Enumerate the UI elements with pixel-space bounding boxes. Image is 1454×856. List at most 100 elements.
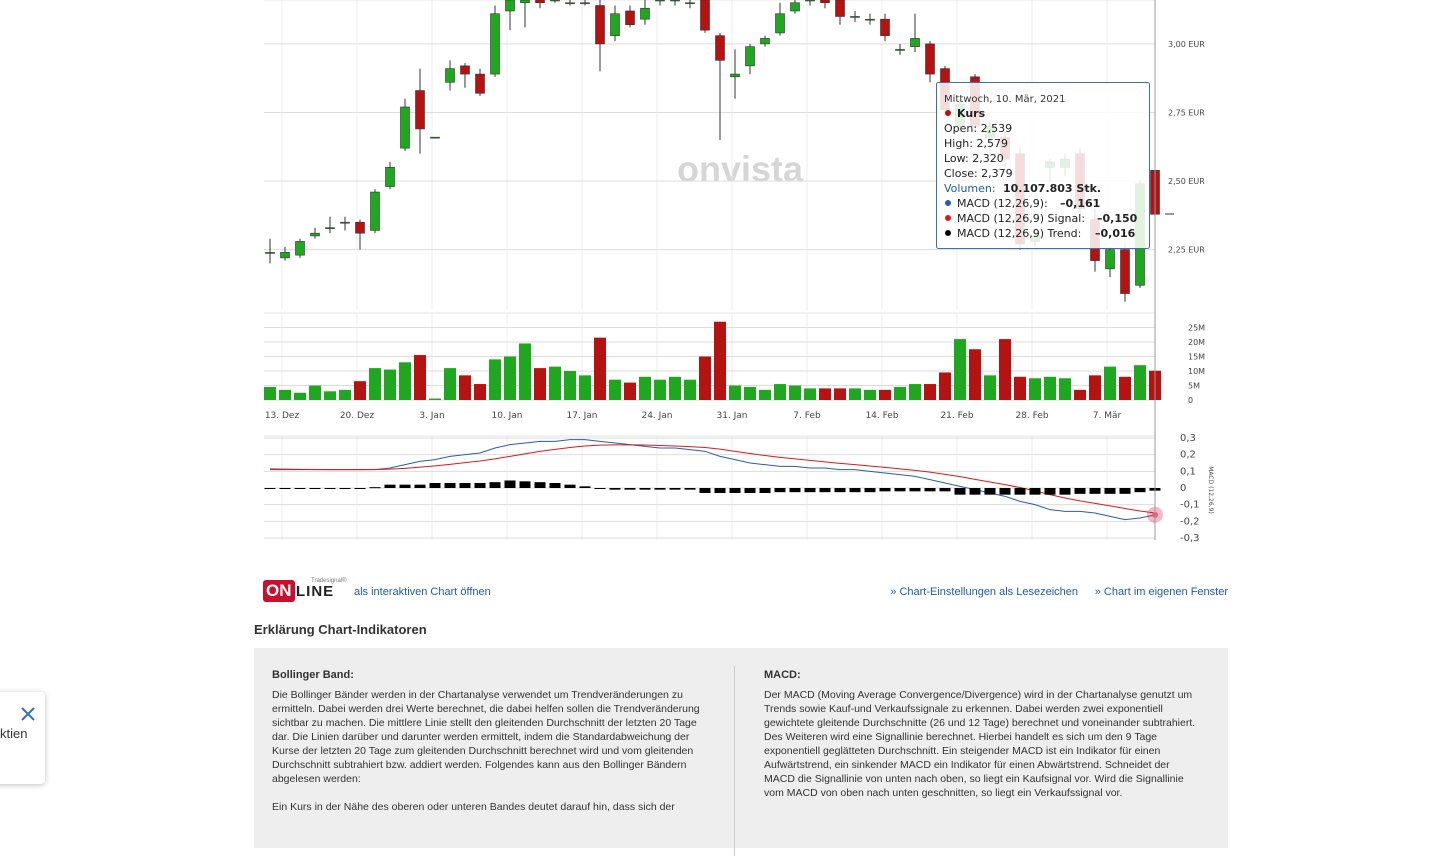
candle-body	[685, 2, 695, 5]
candle-body	[355, 221, 365, 234]
candle-body	[730, 73, 740, 78]
volume-bar	[984, 375, 996, 400]
tooltip-volume: 10.107.803 Stk.	[1003, 182, 1101, 195]
x-tick-label: 20. Dez	[340, 411, 375, 421]
trend-bar	[534, 482, 546, 488]
candle-body	[535, 0, 545, 4]
y-tick-label: 0	[1188, 396, 1193, 405]
trend-bar	[309, 488, 321, 489]
trend-bar	[984, 488, 996, 495]
close-icon	[21, 707, 35, 721]
trend-bar	[369, 487, 381, 489]
volume-bar	[1044, 376, 1056, 400]
logo: Tradesignal® ON LINE	[263, 576, 347, 604]
x-tick-label: 21. Feb	[940, 411, 973, 421]
tooltip-indicator-value: –0,016	[1095, 227, 1136, 240]
volume-bar	[909, 384, 921, 400]
candle-body	[640, 7, 650, 20]
volume-bar	[1089, 375, 1101, 400]
watermark: onvista	[677, 149, 804, 190]
candle-body	[895, 49, 905, 51]
trend-bar	[594, 488, 606, 489]
tooltip-indicator-value: –0,150	[1097, 212, 1138, 225]
volume-bar	[339, 389, 351, 400]
candle-body	[340, 221, 350, 224]
paragraph: Die Bollinger Bänder werden in der Chart…	[272, 689, 700, 785]
volume-bar	[654, 379, 666, 400]
trend-bar	[864, 488, 876, 493]
candle-body	[400, 106, 410, 149]
trend-bar	[549, 483, 561, 488]
tooltip-line: High: 2,579	[944, 137, 1008, 150]
tooltip-indicator-value: –0,161	[1060, 197, 1100, 210]
x-tick-label: 7. Feb	[793, 411, 821, 421]
volume-bar	[459, 375, 471, 400]
y-tick-label: -0,3	[1180, 533, 1200, 544]
x-tick-label: 14. Feb	[865, 411, 898, 421]
volume-bar	[489, 359, 501, 400]
volume-bar	[744, 386, 756, 400]
trend-bar	[714, 488, 726, 493]
candle-body	[850, 16, 860, 18]
trend-bar	[1089, 488, 1101, 494]
trend-bar	[819, 488, 831, 493]
volume-bar	[819, 388, 831, 400]
candle-body	[835, 0, 845, 17]
candle-body	[925, 43, 935, 75]
candle-body	[670, 0, 680, 2]
volume-bar	[1059, 378, 1071, 400]
link[interactable]: » Chart im eigenen Fenster	[1094, 586, 1228, 598]
candle-body	[775, 13, 785, 34]
trend-bar	[879, 488, 891, 492]
trend-bar	[654, 488, 666, 490]
logo-on: ON	[263, 580, 295, 602]
trend-bar	[324, 488, 336, 489]
candle-body	[295, 241, 305, 256]
trend-bar	[789, 488, 801, 493]
volume-bar	[714, 321, 726, 400]
trend-bar	[1074, 488, 1086, 494]
y-tick-label: 20M	[1188, 338, 1205, 347]
macd-axis-label: MACD (12,26,9)	[1207, 466, 1214, 513]
y-tick-label: 2,25 EUR	[1168, 246, 1205, 255]
x-tick-label: 10. Jan	[491, 411, 522, 421]
x-tick-label: 7. Mär	[1093, 411, 1122, 421]
link[interactable]: » Chart-Einstellungen als Lesezeichen	[890, 586, 1078, 598]
trend-bar	[504, 480, 516, 488]
tooltip-volume-label: Volumen:	[944, 182, 996, 195]
volume-bar	[294, 392, 306, 400]
bullet	[945, 215, 951, 221]
candle-body	[625, 10, 635, 25]
trend-bar	[609, 488, 621, 490]
trend-bar	[1044, 488, 1056, 495]
trend-bar	[1059, 488, 1071, 495]
volume-bar	[414, 355, 426, 400]
tooltip-line: Close: 2,379	[944, 167, 1013, 180]
candle-body	[520, 0, 530, 4]
tooltip-date: Mittwoch, 10. Mär, 2021	[944, 94, 1066, 105]
candle-body	[910, 38, 920, 47]
volume-bar	[684, 379, 696, 400]
trend-bar	[444, 483, 456, 488]
paragraph: Ein Kurs in der Nähe des oberen oder unt…	[272, 801, 675, 813]
link[interactable]: als interaktiven Chart öffnen	[354, 586, 491, 598]
candle-body	[565, 2, 575, 5]
tooltip-line: Open: 2,539	[944, 122, 1012, 135]
trend-bar	[279, 488, 291, 489]
candle-body	[430, 136, 440, 139]
trend-bar	[459, 483, 471, 488]
volume-bar	[1074, 389, 1086, 400]
y-tick-label: 3,00 EUR	[1168, 40, 1205, 49]
volume-bar	[639, 376, 651, 400]
trend-bar	[1104, 488, 1116, 494]
candle-body	[505, 0, 515, 12]
trend-bar	[354, 488, 366, 489]
trend-bar	[264, 488, 276, 489]
y-tick-label: -0,2	[1180, 516, 1200, 527]
y-tick-label: 2,50 EUR	[1168, 177, 1205, 186]
candle-body	[445, 68, 455, 83]
candle-body	[820, 0, 830, 4]
x-tick-label: 28. Feb	[1015, 411, 1048, 421]
close-button[interactable]	[20, 706, 36, 722]
volume-bar	[474, 384, 486, 400]
